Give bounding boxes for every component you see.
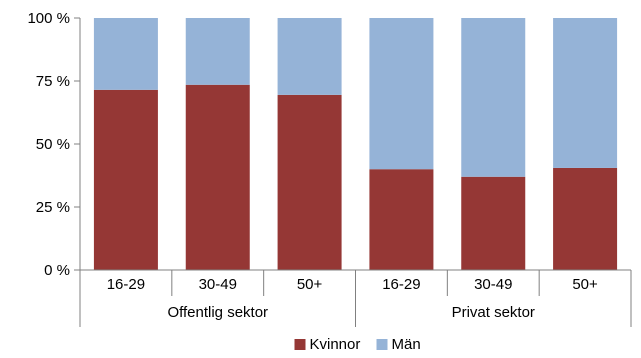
bar-kvinnor-2-16-29	[369, 169, 434, 270]
bar-kvinnor-1-30-49	[185, 84, 250, 270]
legend-swatch-män	[376, 339, 388, 350]
y-tick-labels: 0 % 25 % 50 % 75 % 100 %	[27, 10, 70, 279]
y-tick-label: 25 %	[36, 199, 70, 216]
bars	[93, 18, 618, 270]
legend-label-män: Män	[392, 336, 421, 353]
legend: Kvinnor Män	[294, 336, 421, 353]
bar-män-1-50+	[277, 18, 342, 95]
group-label: Offentlig sektor	[167, 304, 268, 321]
bar-kvinnor-1-50+	[277, 94, 342, 270]
y-tick-label: 50 %	[36, 136, 70, 153]
category-label: 16-29	[107, 276, 145, 293]
bar-män-2-50+	[553, 18, 618, 168]
bar-män-2-16-29	[369, 18, 434, 170]
y-tick-label: 0 %	[44, 262, 70, 279]
category-label: 16-29	[382, 276, 420, 293]
category-label: 50+	[572, 276, 598, 293]
bar-kvinnor-2-50+	[553, 167, 618, 270]
bar-kvinnor-1-16-29	[93, 89, 158, 270]
legend-label-kvinnor: Kvinnor	[310, 336, 361, 353]
category-label: 30-49	[474, 276, 512, 293]
bar-män-1-16-29	[93, 18, 158, 90]
category-label: 30-49	[199, 276, 237, 293]
bar-män-1-30-49	[185, 18, 250, 85]
legend-swatch-kvinnor	[294, 339, 306, 350]
category-label: 50+	[297, 276, 323, 293]
y-tick-label: 75 %	[36, 73, 70, 90]
group-label: Privat sektor	[452, 304, 535, 321]
bar-kvinnor-2-30-49	[461, 176, 526, 270]
bar-män-2-30-49	[461, 18, 526, 177]
group-labels: Offentlig sektor Privat sektor	[167, 304, 534, 321]
y-tick-label: 100 %	[27, 10, 70, 27]
axes	[74, 17, 632, 327]
category-labels: 16-29 30-49 50+ 16-29 30-49 50+	[107, 276, 598, 293]
